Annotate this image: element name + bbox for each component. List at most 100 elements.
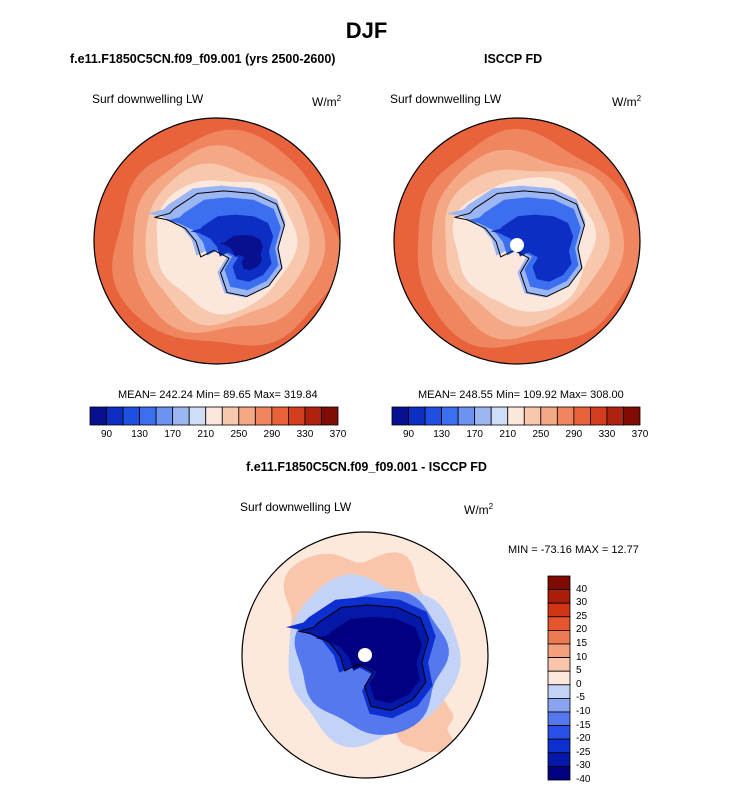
colorbar-box: [547, 752, 571, 767]
colorbar-tick-label: 370: [631, 429, 649, 440]
colorbar-box: [547, 657, 571, 672]
colorbar-tick-label: 20: [576, 624, 588, 636]
colorbar-box: [205, 406, 223, 426]
colorbar-box: [490, 406, 509, 426]
colorbar-tick-label: 30: [576, 597, 588, 609]
colorbar-box: [547, 738, 571, 754]
colorbar-tick-label: 15: [576, 638, 588, 649]
colorbar-tick-label: 330: [598, 429, 616, 440]
colorbar-tick-label: -15: [576, 719, 591, 731]
colorbar-box: [547, 698, 571, 713]
colorbar-box: [424, 406, 442, 426]
panel-diff-colorbar: [547, 575, 571, 781]
colorbar-tick-label: 130: [131, 429, 148, 440]
colorbar-box: [547, 575, 571, 591]
colorbar-box: [540, 406, 558, 426]
colorbar-box: [254, 406, 273, 426]
colorbar-tick-label: 90: [100, 429, 113, 440]
map-border: [93, 117, 341, 365]
colorbar-box: [441, 406, 459, 426]
colorbar-box: [238, 406, 256, 426]
colorbar-box: [547, 630, 571, 645]
panel-model-title: f.e11.F1850C5CN.f09_f09.001 (yrs 2500-26…: [70, 52, 336, 66]
colorbar-tick-label: 5: [576, 665, 582, 677]
panel-obs-stats: MEAN= 248.55 Min= 109.92 Max= 308.00: [418, 389, 624, 401]
colorbar-box: [221, 406, 240, 426]
panel-obs-map: [393, 117, 641, 365]
colorbar-box: [391, 406, 409, 426]
colorbar-box: [547, 643, 571, 659]
colorbar-tick-label: -25: [576, 746, 591, 758]
colorbar-tick-label: 0: [576, 678, 582, 690]
coastline: [298, 604, 430, 712]
panel-obs-variable-label: Surf downwelling LW: [390, 92, 502, 106]
coastline: [454, 190, 586, 298]
colorbar-tick-label: 40: [576, 583, 588, 595]
colorbar-box: [408, 406, 426, 426]
colorbar-box: [547, 711, 571, 727]
colorbar-tick-label: -5: [576, 692, 585, 704]
colorbar-box: [547, 725, 571, 740]
colorbar-box: [89, 406, 107, 426]
map-border: [241, 531, 489, 779]
colorbar-tick-label: 90: [402, 429, 415, 440]
panel-model-unit: W/m2: [312, 94, 342, 109]
colorbar-tick-label: 210: [499, 429, 517, 440]
panel-obs-colorbar: [391, 406, 641, 426]
map-border: [393, 117, 641, 365]
colorbar-box: [271, 406, 289, 426]
colorbar-box: [155, 406, 174, 426]
colorbar-box: [474, 406, 492, 426]
colorbar-tick-label: 170: [164, 429, 181, 440]
panel-model-colorbar: [89, 406, 339, 426]
field-band-9: [219, 235, 263, 271]
colorbar-tick-label: 170: [466, 429, 483, 440]
colorbar-tick-label: 250: [230, 429, 248, 440]
colorbar-tick-label: 210: [197, 429, 215, 440]
colorbar-box: [457, 406, 476, 426]
colorbar-box: [547, 765, 571, 781]
colorbar-box: [547, 602, 571, 618]
panel-diff-map: [241, 531, 489, 779]
colorbar-tick-label: -30: [576, 760, 591, 772]
colorbar-box: [287, 406, 306, 426]
colorbar-tick-label: -40: [576, 774, 591, 785]
panel-model-variable-label: Surf downwelling LW: [92, 92, 204, 106]
colorbar-tick-label: 330: [296, 429, 314, 440]
colorbar-box: [556, 406, 575, 426]
colorbar-box: [507, 406, 525, 426]
colorbar-tick-label: 290: [565, 429, 583, 440]
colorbar-tick-label: 250: [532, 429, 550, 440]
colorbar-box: [122, 406, 140, 426]
colorbar-box: [106, 406, 124, 426]
colorbar-tick-label: 370: [329, 429, 347, 440]
colorbar-box: [321, 406, 339, 426]
panel-diff-title: f.e11.F1850C5CN.f09_f09.001 - ISCCP FD: [246, 460, 487, 474]
field-band-8: [490, 214, 574, 282]
colorbar-box: [172, 406, 190, 426]
panel-diff-variable-label: Surf downwelling LW: [240, 500, 352, 514]
panel-obs-title: ISCCP FD: [484, 52, 543, 66]
panel-diff-unit: W/m2: [464, 502, 494, 517]
pole-hole: [510, 238, 524, 252]
colorbar-tick-label: -20: [576, 733, 591, 745]
colorbar-tick-label: -10: [576, 706, 591, 717]
panel-model-stats: MEAN= 242.24 Min= 89.65 Max= 319.84: [118, 389, 318, 401]
colorbar-box: [188, 406, 207, 426]
colorbar-tick-label: 130: [433, 429, 450, 440]
field-band-2: [388, 694, 454, 753]
colorbar-box: [547, 589, 571, 604]
panel-obs-unit: W/m2: [612, 94, 642, 109]
colorbar-box: [606, 406, 624, 426]
panel-model-map: [93, 117, 341, 365]
colorbar-tick-label: 10: [576, 651, 588, 663]
colorbar-tick-label: 25: [576, 610, 588, 622]
figure-title: DJF: [345, 18, 388, 43]
pole-hole: [358, 648, 372, 662]
colorbar-tick-label: 290: [263, 429, 281, 440]
colorbar-box: [623, 406, 641, 426]
colorbar-box: [139, 406, 157, 426]
colorbar-box: [547, 684, 571, 699]
colorbar-box: [589, 406, 608, 426]
colorbar-box: [523, 406, 542, 426]
